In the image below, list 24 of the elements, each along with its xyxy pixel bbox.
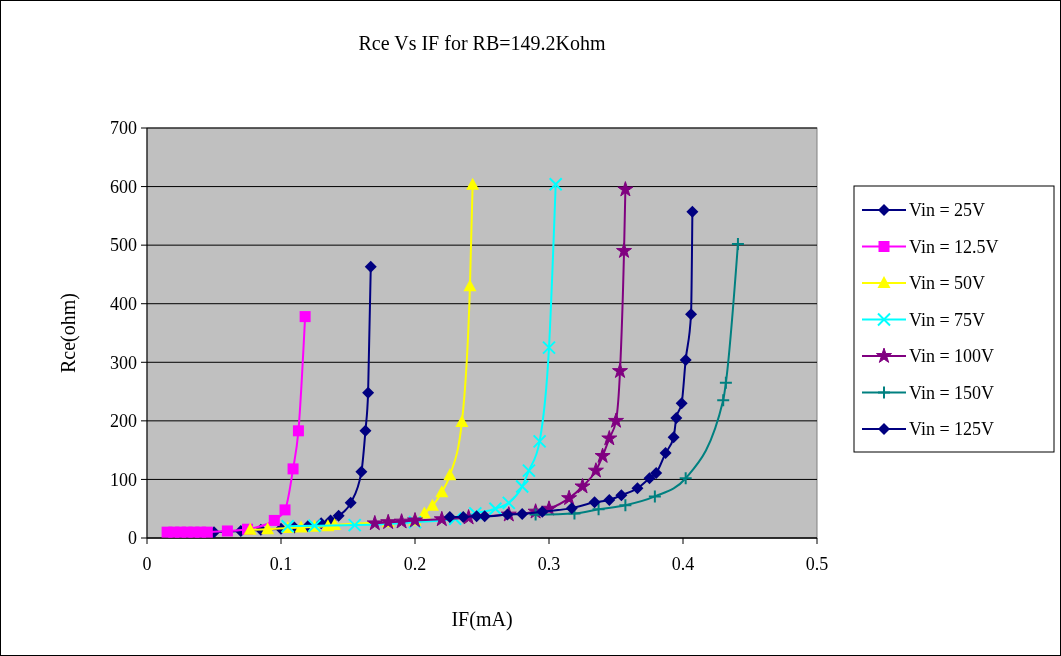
- y-axis-title: Rce(ohm): [57, 293, 80, 373]
- legend-label: Vin = 12.5V: [909, 236, 999, 257]
- legend-label: Vin = 25V: [909, 200, 986, 221]
- legend-label: Vin = 125V: [909, 419, 995, 440]
- y-tick-label: 600: [110, 176, 137, 197]
- y-tick-label: 200: [110, 411, 137, 432]
- legend-label: Vin = 150V: [909, 382, 995, 403]
- y-tick-label: 0: [128, 528, 137, 549]
- legend-label: Vin = 75V: [909, 309, 986, 330]
- x-tick-label: 0.1: [269, 554, 293, 574]
- x-axis-title: IF(mA): [451, 608, 513, 631]
- y-tick-label: 400: [110, 294, 137, 315]
- x-tick-label: 0.5: [805, 554, 829, 574]
- x-tick-label: 0.4: [671, 554, 695, 574]
- y-tick-label: 500: [110, 235, 137, 256]
- chart-title: Rce Vs IF for RB=149.2Kohm: [358, 32, 606, 54]
- y-tick-label: 300: [110, 352, 137, 373]
- x-tick-label: 0.2: [403, 554, 427, 574]
- x-tick-label: 0: [142, 554, 152, 574]
- legend-label: Vin = 100V: [909, 346, 995, 367]
- y-tick-label: 100: [110, 469, 137, 490]
- y-tick-label: 700: [110, 118, 137, 139]
- x-tick-label: 0.3: [537, 554, 561, 574]
- legend-label: Vin = 50V: [909, 273, 986, 294]
